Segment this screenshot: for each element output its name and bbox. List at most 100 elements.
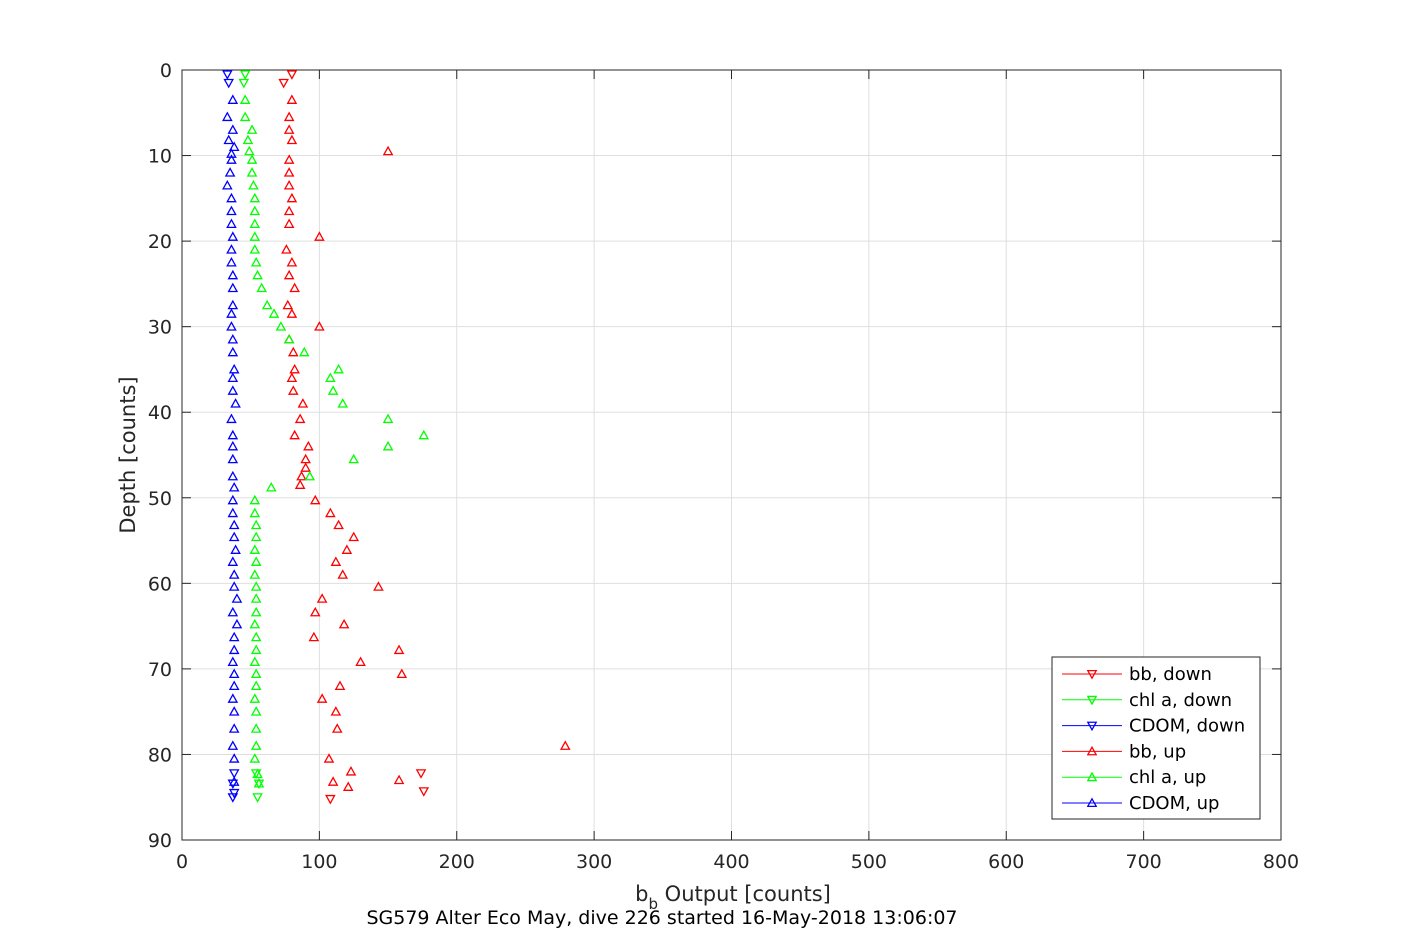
marker-chl-a-down: [238, 78, 250, 89]
marker-bb-up: [396, 668, 408, 679]
marker-cdom-up: [227, 385, 239, 395]
marker-cdom-up: [228, 569, 240, 579]
marker-cdom-up: [226, 321, 237, 331]
legend-marker: [1086, 771, 1098, 782]
marker-bb-up: [355, 656, 366, 667]
marker-cdom-up: [226, 154, 237, 164]
marker-cdom-up: [227, 372, 239, 383]
marker-bb-up: [286, 372, 298, 383]
marker-cdom-up: [227, 494, 239, 505]
marker-cdom-up: [226, 413, 237, 424]
marker-bb-up: [331, 723, 343, 733]
marker-cdom-up: [228, 141, 240, 152]
marker-chl-a-up: [250, 556, 262, 566]
marker-chl-a-up: [275, 321, 287, 331]
marker-bb-up: [283, 269, 295, 280]
marker-cdom-up: [228, 519, 240, 530]
marker-chl-a-up: [250, 519, 262, 530]
marker-cdom-up: [227, 440, 239, 451]
y-tick-label: 90: [148, 830, 172, 852]
marker-cdom-down: [227, 793, 239, 803]
marker-chl-a-up: [304, 470, 316, 481]
marker-bb-up: [281, 244, 292, 254]
marker-cdom-up: [227, 507, 239, 518]
marker-chl-a-up: [249, 494, 261, 505]
marker-bb-up: [283, 205, 295, 216]
marker-chl-a-up: [418, 429, 430, 440]
y-axis-label: Depth [counts]: [116, 376, 140, 533]
marker-chl-a-down: [239, 70, 251, 80]
x-tick-label: 300: [576, 851, 612, 873]
marker-cdom-up: [224, 167, 236, 177]
y-tick-label: 20: [148, 231, 172, 253]
marker-bb-up: [330, 556, 342, 566]
marker-cdom-up: [226, 256, 237, 267]
marker-cdom-up: [227, 606, 239, 617]
marker-cdom-up: [228, 363, 240, 374]
legend-label: chl a, down: [1129, 690, 1232, 711]
marker-bb-up: [283, 167, 295, 177]
marker-bb-up: [393, 774, 405, 785]
marker-cdom-up: [227, 333, 239, 344]
marker-chl-a-up: [249, 231, 261, 241]
y-tick-label: 10: [148, 146, 172, 168]
marker-bb-up: [338, 618, 350, 629]
marker-cdom-up: [226, 308, 237, 318]
figure-caption: SG579 Alter Eco May, dive 226 started 16…: [366, 907, 957, 929]
marker-cdom-up: [227, 231, 239, 241]
marker-bb-up: [300, 462, 311, 472]
x-tick-label: 700: [1125, 851, 1161, 873]
marker-cdom-up: [228, 680, 240, 691]
marker-bb-up: [559, 740, 571, 750]
marker-bb-up: [294, 479, 306, 489]
marker-chl-a-up: [239, 111, 251, 122]
marker-cdom-up: [231, 618, 243, 629]
marker-cdom-up: [227, 299, 239, 310]
marker-bb-up: [294, 413, 306, 424]
marker-chl-a-up: [327, 385, 339, 395]
legend-label: bb, down: [1129, 664, 1212, 685]
marker-chl-a-up: [250, 631, 262, 642]
marker-bb-up: [287, 385, 299, 395]
x-tick-label: 0: [176, 851, 188, 873]
marker-chl-a-up: [244, 145, 255, 156]
marker-cdom-up: [228, 776, 240, 786]
marker-cdom-up: [227, 693, 239, 703]
marker-bb-up: [337, 569, 349, 579]
marker-bb-up: [348, 531, 360, 542]
marker-chl-a-up: [249, 244, 261, 254]
marker-bb-up: [283, 218, 295, 229]
marker-cdom-up: [227, 470, 239, 481]
marker-cdom-up: [227, 556, 239, 566]
y-tick-label: 30: [148, 317, 172, 339]
marker-cdom-up: [228, 668, 240, 679]
marker-chl-a-up: [249, 507, 261, 518]
marker-cdom-up: [226, 205, 237, 216]
marker-bb-up: [334, 680, 346, 691]
marker-chl-a-up: [249, 569, 261, 579]
marker-chl-a-up: [268, 308, 280, 318]
marker-chl-a-up: [249, 544, 261, 554]
marker-cdom-up: [228, 644, 240, 655]
grid: [181, 69, 1282, 841]
marker-chl-a-up: [261, 299, 273, 310]
marker-bb-up: [300, 453, 311, 464]
legend-marker: [1086, 695, 1098, 706]
marker-bb-up: [286, 192, 298, 203]
marker-cdom-up: [227, 269, 239, 280]
y-tick-label: 0: [160, 60, 172, 82]
x-tick-label: 800: [1263, 851, 1299, 873]
marker-cdom-up: [228, 481, 240, 492]
marker-bb-up: [308, 631, 320, 642]
marker-bb-up: [342, 781, 354, 791]
x-tick-label: 600: [988, 851, 1024, 873]
marker-bb-up: [314, 231, 325, 241]
legend-box: [1051, 656, 1261, 820]
marker-bb-up: [327, 776, 339, 786]
marker-cdom-up: [227, 656, 239, 667]
marker-chl-a-up: [252, 269, 263, 280]
legend: bb, down chl a, down CDOM, down bb, up chl a…: [1051, 656, 1261, 820]
marker-cdom-up: [228, 631, 240, 642]
marker-bb-up: [296, 470, 307, 481]
